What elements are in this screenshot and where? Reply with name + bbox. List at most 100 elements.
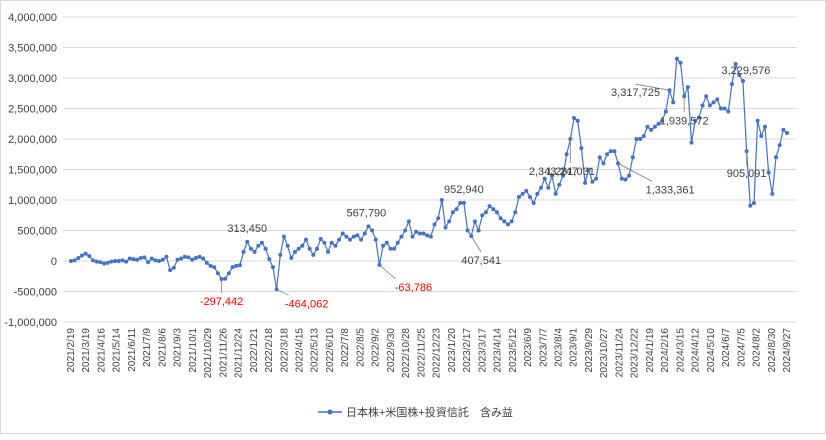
x-tick-label: 2023/7/7 [538, 328, 549, 367]
data-point [550, 173, 555, 178]
x-tick-label: 2022/6/10 [325, 328, 336, 373]
data-point [428, 234, 433, 239]
data-label: -63,786 [395, 282, 432, 294]
data-point [109, 259, 114, 264]
data-point [142, 255, 147, 260]
x-tick-label: 2024/9/27 [782, 328, 793, 373]
data-label: 313,450 [227, 223, 267, 235]
data-point [696, 115, 701, 120]
x-tick-label: 2023/9/29 [584, 328, 595, 373]
data-point [234, 263, 239, 268]
data-point [362, 231, 367, 236]
data-point [641, 133, 646, 138]
data-point [722, 106, 727, 111]
data-point [785, 130, 789, 135]
data-point [605, 152, 610, 157]
x-tick-label: 2024/8/2 [752, 328, 763, 367]
legend-label: 日本株+米国株+投資信託 含み益 [346, 405, 513, 419]
data-point [483, 210, 488, 215]
x-tick-label: 2023/9/1 [569, 328, 580, 367]
x-tick-label: 2024/5/10 [706, 328, 717, 373]
data-point [326, 249, 331, 254]
data-point [729, 82, 734, 87]
data-point [392, 246, 397, 251]
data-point [700, 103, 705, 108]
data-point [399, 234, 404, 239]
data-point [259, 240, 264, 245]
data-point [538, 185, 543, 190]
data-point [245, 239, 250, 244]
data-point [105, 260, 110, 265]
data-point [311, 252, 316, 257]
data-point [351, 234, 356, 239]
data-point [476, 228, 481, 233]
data-point [520, 191, 525, 196]
y-tick-label: 1,500,000 [8, 165, 57, 177]
data-point [171, 265, 176, 270]
x-tick-label: 2022/1/21 [249, 328, 260, 373]
data-point [138, 255, 143, 260]
data-label: 1,281,031 [546, 166, 595, 178]
data-point [535, 191, 540, 196]
data-point [263, 246, 268, 251]
x-tick-label: 2022/3/18 [279, 328, 290, 373]
x-tick-label: 2021/3/19 [81, 328, 92, 373]
data-point [91, 258, 96, 263]
data-point [634, 137, 639, 141]
x-tick-label: 2024/3/15 [675, 328, 686, 373]
data-point [491, 207, 496, 212]
data-point [72, 258, 77, 263]
y-axis-ticks: 4,000,000 3,500,000 3,000,000 2,500,000 2,00… [4, 12, 57, 329]
x-tick-label: 2023/6/9 [523, 328, 534, 367]
y-tick-label: -1,000,000 [4, 317, 57, 329]
data-point [303, 237, 308, 242]
x-tick-label: 2021/10/1 [188, 328, 199, 373]
data-point [256, 243, 261, 248]
x-tick-label: 2023/3/17 [477, 328, 488, 373]
data-point [278, 252, 283, 257]
data-point [204, 260, 209, 265]
data-label: 3,229,576 [721, 65, 770, 77]
data-point [439, 198, 444, 202]
data-point [737, 72, 742, 77]
legend-marker-icon [327, 409, 333, 415]
annotation-leader [635, 83, 670, 91]
data-point [208, 263, 213, 268]
x-axis-ticks: 2021/2/19 2021/3/19 2021/4/16 2021/5/14 2021… [66, 328, 793, 378]
data-point [590, 179, 595, 184]
x-tick-label: 2024/8/30 [767, 328, 778, 373]
data-point [674, 56, 679, 61]
data-point [638, 137, 643, 141]
data-point [285, 243, 290, 248]
data-point [175, 257, 180, 262]
y-tick-label: 1,000,000 [8, 195, 57, 207]
data-point [182, 254, 187, 259]
data-label: 2,343,247 [529, 166, 578, 178]
data-annotations: -297,442 313,450 -464,062 567,790 -63,786 952… [200, 65, 771, 310]
series-markers [69, 56, 789, 292]
y-tick-label: 4,000,000 [8, 12, 57, 24]
data-point [553, 191, 558, 196]
data-point [733, 61, 738, 66]
data-point [94, 259, 99, 264]
data-point [212, 265, 217, 270]
data-label: 567,790 [347, 207, 387, 219]
x-tick-label: 2022/10/28 [401, 328, 412, 378]
legend: 日本株+米国株+投資信託 含み益 [318, 405, 513, 419]
x-tick-label: 2021/8/6 [157, 328, 168, 367]
data-point [80, 253, 85, 258]
data-label: 1,333,361 [646, 184, 695, 196]
data-point [340, 231, 345, 236]
data-point [281, 234, 286, 239]
data-point [384, 240, 389, 245]
x-tick-label: 2021/12/24 [234, 328, 245, 378]
data-point [781, 127, 786, 132]
x-tick-label: 2024/2/16 [660, 328, 671, 373]
data-point [425, 233, 430, 238]
data-point [770, 191, 775, 196]
data-label: 3,317,725 [611, 87, 660, 99]
data-label: 1,939,572 [660, 115, 709, 127]
x-tick-label: 2022/11/25 [416, 328, 427, 378]
data-point [157, 259, 162, 263]
